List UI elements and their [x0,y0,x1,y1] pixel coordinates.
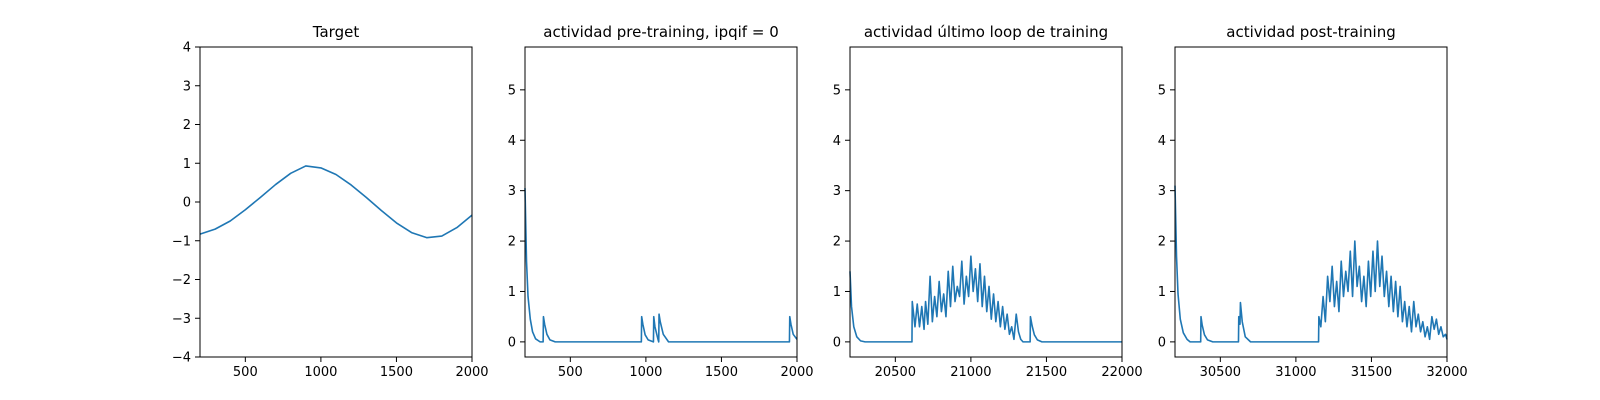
y-tick-label: 0 [508,335,516,350]
x-tick-label: 2000 [455,365,488,380]
chart-title: actividad pre-training, ipqif = 0 [543,23,779,41]
y-tick-label: 4 [183,41,191,56]
y-tick-label: 4 [833,134,841,149]
x-tick-label: 1000 [629,365,662,380]
y-tick-label: 1 [183,157,191,172]
x-tick-label: 1000 [304,365,337,380]
y-tick-label: 0 [183,196,191,211]
x-tick-label: 31500 [1351,365,1392,380]
y-tick-label: −1 [172,234,191,249]
series-line-1-1 [199,165,473,239]
y-tick-label: 1 [508,285,516,300]
x-tick-label: 32000 [1426,365,1467,380]
y-tick-label: 5 [1158,83,1166,98]
x-tick-label: 21000 [950,365,991,380]
y-tick-label: 5 [833,83,841,98]
x-tick-label: 31000 [1275,365,1316,380]
chart-title: Target [312,23,360,41]
y-tick-label: 2 [1158,235,1166,250]
y-tick-label: 5 [508,83,516,98]
x-tick-label: 1500 [705,365,738,380]
y-tick-label: 0 [1158,335,1166,350]
series-line-4-1 [1174,185,1448,343]
y-tick-label: 4 [508,134,516,149]
y-tick-label: −3 [172,312,191,327]
series-line-3-1 [849,255,1122,343]
subplot-2: actividad pre-training, ipqif = 0 500 1000… [508,23,814,380]
x-tick-label: 30500 [1200,365,1241,380]
plot-frame [1174,46,1448,358]
y-tick-label: 3 [1158,184,1166,199]
plot-frame [524,46,798,358]
x-tick-label: 22000 [1101,365,1142,380]
y-tick-label: 3 [508,184,516,199]
y-tick-label: 0 [833,335,841,350]
x-tick-label: 500 [233,365,258,380]
y-tick-label: 1 [1158,285,1166,300]
plot-frame [199,46,473,358]
y-tick-label: 4 [1158,134,1166,149]
plot-frame [849,46,1123,358]
y-tick-label: −4 [172,351,191,366]
x-tick-label: 500 [558,365,583,380]
chart-title: actividad último loop de training [864,23,1108,41]
x-tick-label: 20500 [875,365,916,380]
x-tick-label: 1500 [380,365,413,380]
y-tick-label: 2 [508,235,516,250]
x-tick-label: 21500 [1026,365,1067,380]
y-tick-label: 3 [183,79,191,94]
chart-title: actividad post-training [1226,23,1395,41]
x-tick-label: 2000 [780,365,813,380]
series-line-2-1 [524,188,798,343]
y-tick-label: 2 [833,235,841,250]
y-tick-label: 2 [183,118,191,133]
y-tick-label: −2 [172,273,191,288]
subplot-1: Target 500 1000 1500 2000 −4 −3 −2 −1 0 1 2 3 4 [172,23,489,380]
y-tick-label: 1 [833,285,841,300]
y-tick-label: 3 [833,184,841,199]
